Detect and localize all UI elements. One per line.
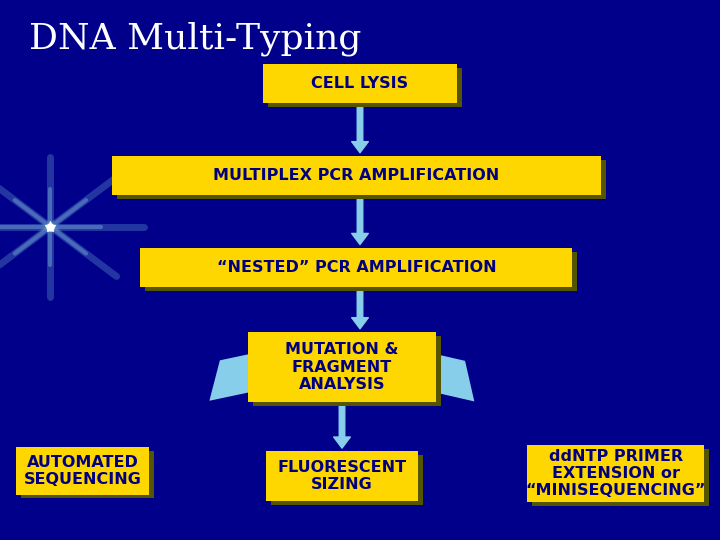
FancyBboxPatch shape xyxy=(112,156,601,195)
Text: “NESTED” PCR AMPLIFICATION: “NESTED” PCR AMPLIFICATION xyxy=(217,260,496,275)
FancyBboxPatch shape xyxy=(266,451,418,501)
FancyBboxPatch shape xyxy=(253,336,441,406)
FancyBboxPatch shape xyxy=(532,449,708,505)
Text: FLUORESCENT
SIZING: FLUORESCENT SIZING xyxy=(277,460,407,492)
FancyBboxPatch shape xyxy=(248,332,436,402)
FancyBboxPatch shape xyxy=(17,447,150,495)
Text: MULTIPLEX PCR AMPLIFICATION: MULTIPLEX PCR AMPLIFICATION xyxy=(213,168,500,183)
FancyBboxPatch shape xyxy=(145,252,577,291)
Text: MUTATION &
FRAGMENT
ANALYSIS: MUTATION & FRAGMENT ANALYSIS xyxy=(285,342,399,392)
Text: ddNTP PRIMER
EXTENSION or
“MINISEQUENCING”: ddNTP PRIMER EXTENSION or “MINISEQUENCIN… xyxy=(526,449,706,498)
FancyBboxPatch shape xyxy=(22,451,154,498)
Text: CELL LYSIS: CELL LYSIS xyxy=(312,76,408,91)
FancyBboxPatch shape xyxy=(263,64,457,103)
Polygon shape xyxy=(210,349,273,401)
FancyBboxPatch shape xyxy=(527,445,703,502)
FancyBboxPatch shape xyxy=(140,248,572,287)
FancyBboxPatch shape xyxy=(271,455,423,505)
FancyBboxPatch shape xyxy=(268,68,462,107)
Polygon shape xyxy=(413,349,474,401)
Text: DNA Multi-Typing: DNA Multi-Typing xyxy=(29,22,361,56)
Text: AUTOMATED
SEQUENCING: AUTOMATED SEQUENCING xyxy=(24,455,142,487)
FancyBboxPatch shape xyxy=(117,160,606,199)
